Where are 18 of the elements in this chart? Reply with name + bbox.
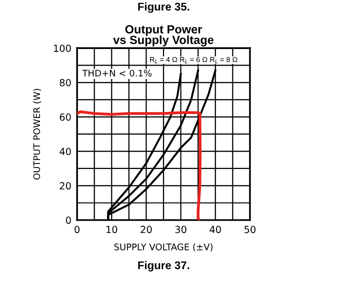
x-axis-title: SUPPLY VOLTAGE (±V) — [114, 243, 213, 252]
caption: Figure 35. — [138, 2, 190, 13]
caption: Figure 37. — [138, 261, 190, 272]
x-tick-label: 10 — [106, 226, 118, 234]
y-tick-label: 0 — [66, 216, 71, 224]
y-tick-label: 40 — [60, 148, 71, 156]
x-tick-label: 0 — [74, 226, 80, 234]
y-tick-label: 100 — [54, 44, 71, 52]
x-tick-label: 50 — [244, 226, 256, 234]
y-tick-label: 60 — [60, 113, 71, 121]
y-axis-title: OUTPUT POWER (W) — [33, 88, 42, 180]
y-tick-label: 80 — [60, 79, 71, 86]
annotation: THD+N < 0.1% — [82, 70, 152, 77]
x-tick-label: 40 — [210, 226, 221, 234]
x-tick-label: 30 — [175, 226, 186, 234]
y-tick-label: 20 — [60, 182, 71, 190]
x-tick-label: 20 — [140, 226, 152, 234]
chart-title: Output Power vs Supply Voltage — [113, 25, 214, 46]
